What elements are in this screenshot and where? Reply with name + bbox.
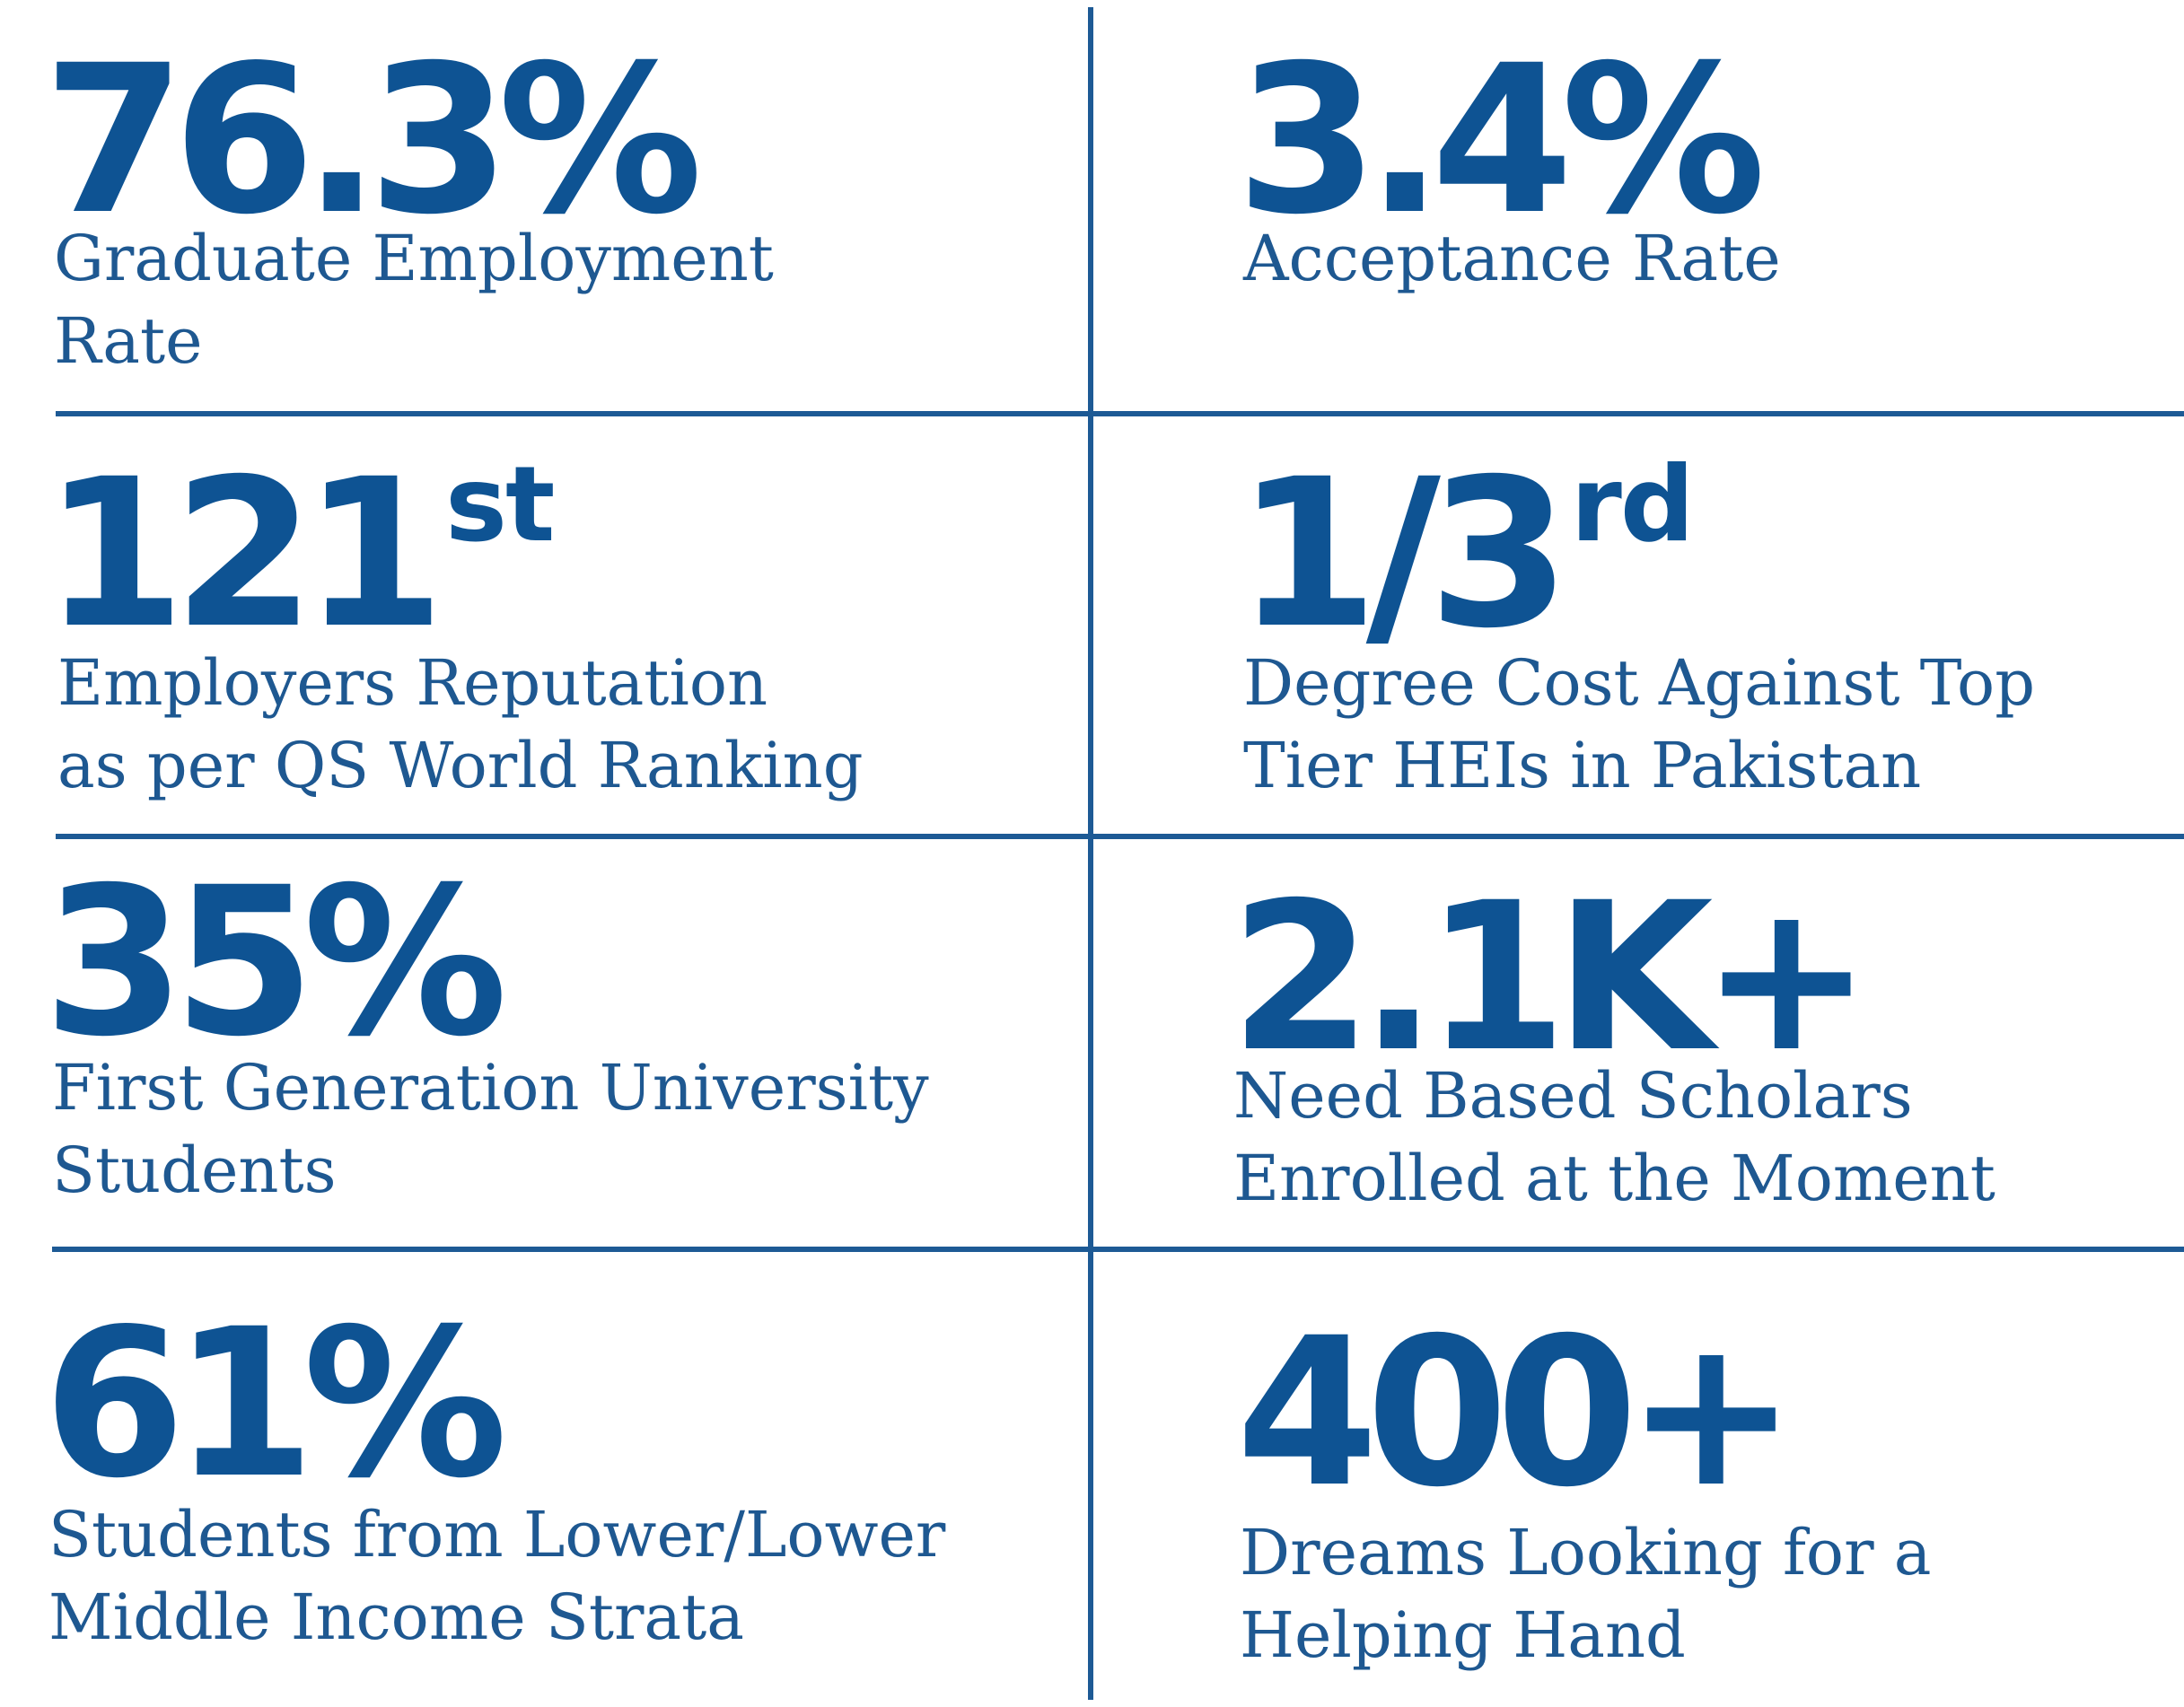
stat-lower-income: 61% Students from Lower/Lower Middle Inc…	[43, 1301, 945, 1659]
stat-value: 3.4%	[1236, 21, 1766, 259]
stat-value: 400+	[1236, 1293, 1797, 1532]
stat-caption: Students from Lower/Lower Middle Income …	[48, 1498, 946, 1654]
stat-first-generation: 35% First Generation University Students	[43, 860, 929, 1212]
stat-caption: Graduate Employment Rate	[54, 222, 774, 378]
stat-need-based-scholars: 2.1K+ Need Based Scholars Enrolled at th…	[1230, 875, 1995, 1220]
stat-caption: Dreams Looking for a Helping Hand	[1240, 1516, 1932, 1672]
row-divider-1	[56, 411, 2184, 416]
stat-dreams-helping-hand: 400+ Dreams Looking for a Helping Hand	[1236, 1310, 1932, 1676]
stat-caption: First Generation University Students	[52, 1051, 929, 1207]
stat-caption: Acceptance Rate	[1243, 222, 1781, 295]
stat-caption: Employers Reputation as per QS World Ran…	[57, 646, 864, 802]
stat-caption: Need Based Scholars Enrolled at the Mome…	[1233, 1059, 1995, 1215]
vertical-divider	[1088, 7, 1093, 1700]
ordinal-suffix: st	[444, 444, 555, 565]
stat-value: 76.3%	[43, 21, 703, 259]
stat-value: 35%	[43, 843, 508, 1081]
stat-value: 1/3 rd	[1236, 434, 1695, 673]
stat-acceptance-rate: 3.4% Acceptance Rate	[1236, 38, 1781, 300]
stat-graduate-employment: 76.3% Graduate Employment Rate	[43, 38, 774, 382]
stat-value: 61%	[43, 1284, 508, 1523]
ordinal-suffix: rd	[1570, 444, 1695, 565]
row-divider-2	[56, 834, 2184, 839]
stat-value: 2.1K+	[1230, 858, 1873, 1097]
stat-caption: Degree Cost Against Top Tier HEIs in Pak…	[1243, 646, 2036, 802]
row-divider-3	[52, 1247, 2184, 1252]
stat-degree-cost: 1/3 rd Degree Cost Against Top Tier HEIs …	[1236, 451, 2035, 807]
